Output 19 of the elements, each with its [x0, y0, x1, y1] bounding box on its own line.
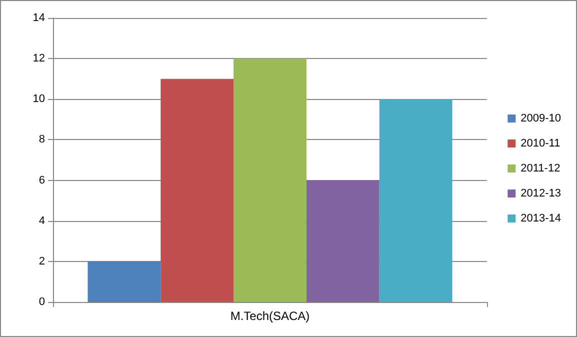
bar [88, 261, 161, 302]
bar [306, 180, 380, 302]
legend-label: 2011-12 [520, 162, 560, 174]
y-tick-label: 4 [38, 214, 45, 227]
y-tick-label: 2 [38, 255, 45, 268]
legend-label: 2009-10 [520, 112, 562, 124]
y-tick-label: 6 [38, 174, 45, 186]
y-tick-label: 12 [32, 52, 45, 65]
legend-label: 2012-13 [520, 188, 562, 200]
y-tick-label: 0 [38, 296, 45, 308]
y-tick-label: 10 [32, 93, 45, 106]
y-tick-label: 14 [32, 12, 45, 24]
x-tick-label: M.Tech(SACA) [230, 309, 310, 323]
bar [379, 99, 452, 302]
bar [234, 58, 306, 302]
y-tick-label: 8 [38, 134, 45, 146]
bar [160, 78, 234, 302]
legend-label: 2010-11 [520, 138, 560, 150]
legend-label: 2013-14 [520, 212, 562, 224]
